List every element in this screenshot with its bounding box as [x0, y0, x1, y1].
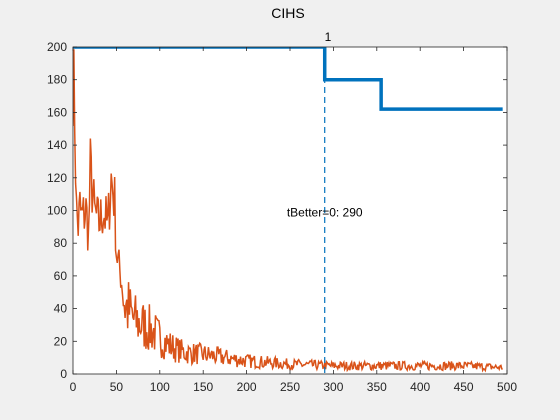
y-tick-label: 120 — [47, 171, 67, 185]
x-tick-label: 300 — [323, 380, 343, 394]
tbetter-annotation: tBetter=0: 290 — [287, 206, 363, 220]
x-tick-label: 350 — [367, 380, 387, 394]
y-tick-label: 180 — [47, 73, 67, 87]
y-tick-label: 0 — [60, 367, 67, 381]
y-tick-label: 100 — [47, 204, 67, 218]
x-tick-label: 450 — [454, 380, 474, 394]
x-tick-label: 400 — [410, 380, 430, 394]
chart-title: CIHS — [271, 5, 304, 21]
y-tick-label: 20 — [54, 334, 68, 348]
x-tick-label: 50 — [110, 380, 124, 394]
axes: 0 50 100 150 200 250 300 350 400 450 500 0 20 40 60 80 1… — [47, 40, 517, 394]
x-tick-label: 500 — [497, 380, 517, 394]
series-step-line — [73, 47, 503, 111]
series-label: 1 — [325, 30, 332, 44]
plot-series-group — [73, 47, 503, 374]
y-tick-label: 160 — [47, 105, 67, 119]
y-tick-label: 80 — [54, 236, 68, 250]
x-tick-label: 0 — [70, 380, 77, 394]
y-tick-label: 200 — [47, 40, 67, 54]
x-tick-label: 200 — [237, 380, 257, 394]
x-tick-label: 150 — [193, 380, 213, 394]
y-tick-label: 40 — [54, 302, 68, 316]
x-tick-label: 250 — [280, 380, 300, 394]
y-tick-label: 140 — [47, 138, 67, 152]
x-tick-label: 100 — [150, 380, 170, 394]
series-noisy-line — [73, 49, 503, 373]
y-tick-label: 60 — [54, 269, 68, 283]
annotations: 1 tBetter=0: 290 — [287, 30, 363, 220]
